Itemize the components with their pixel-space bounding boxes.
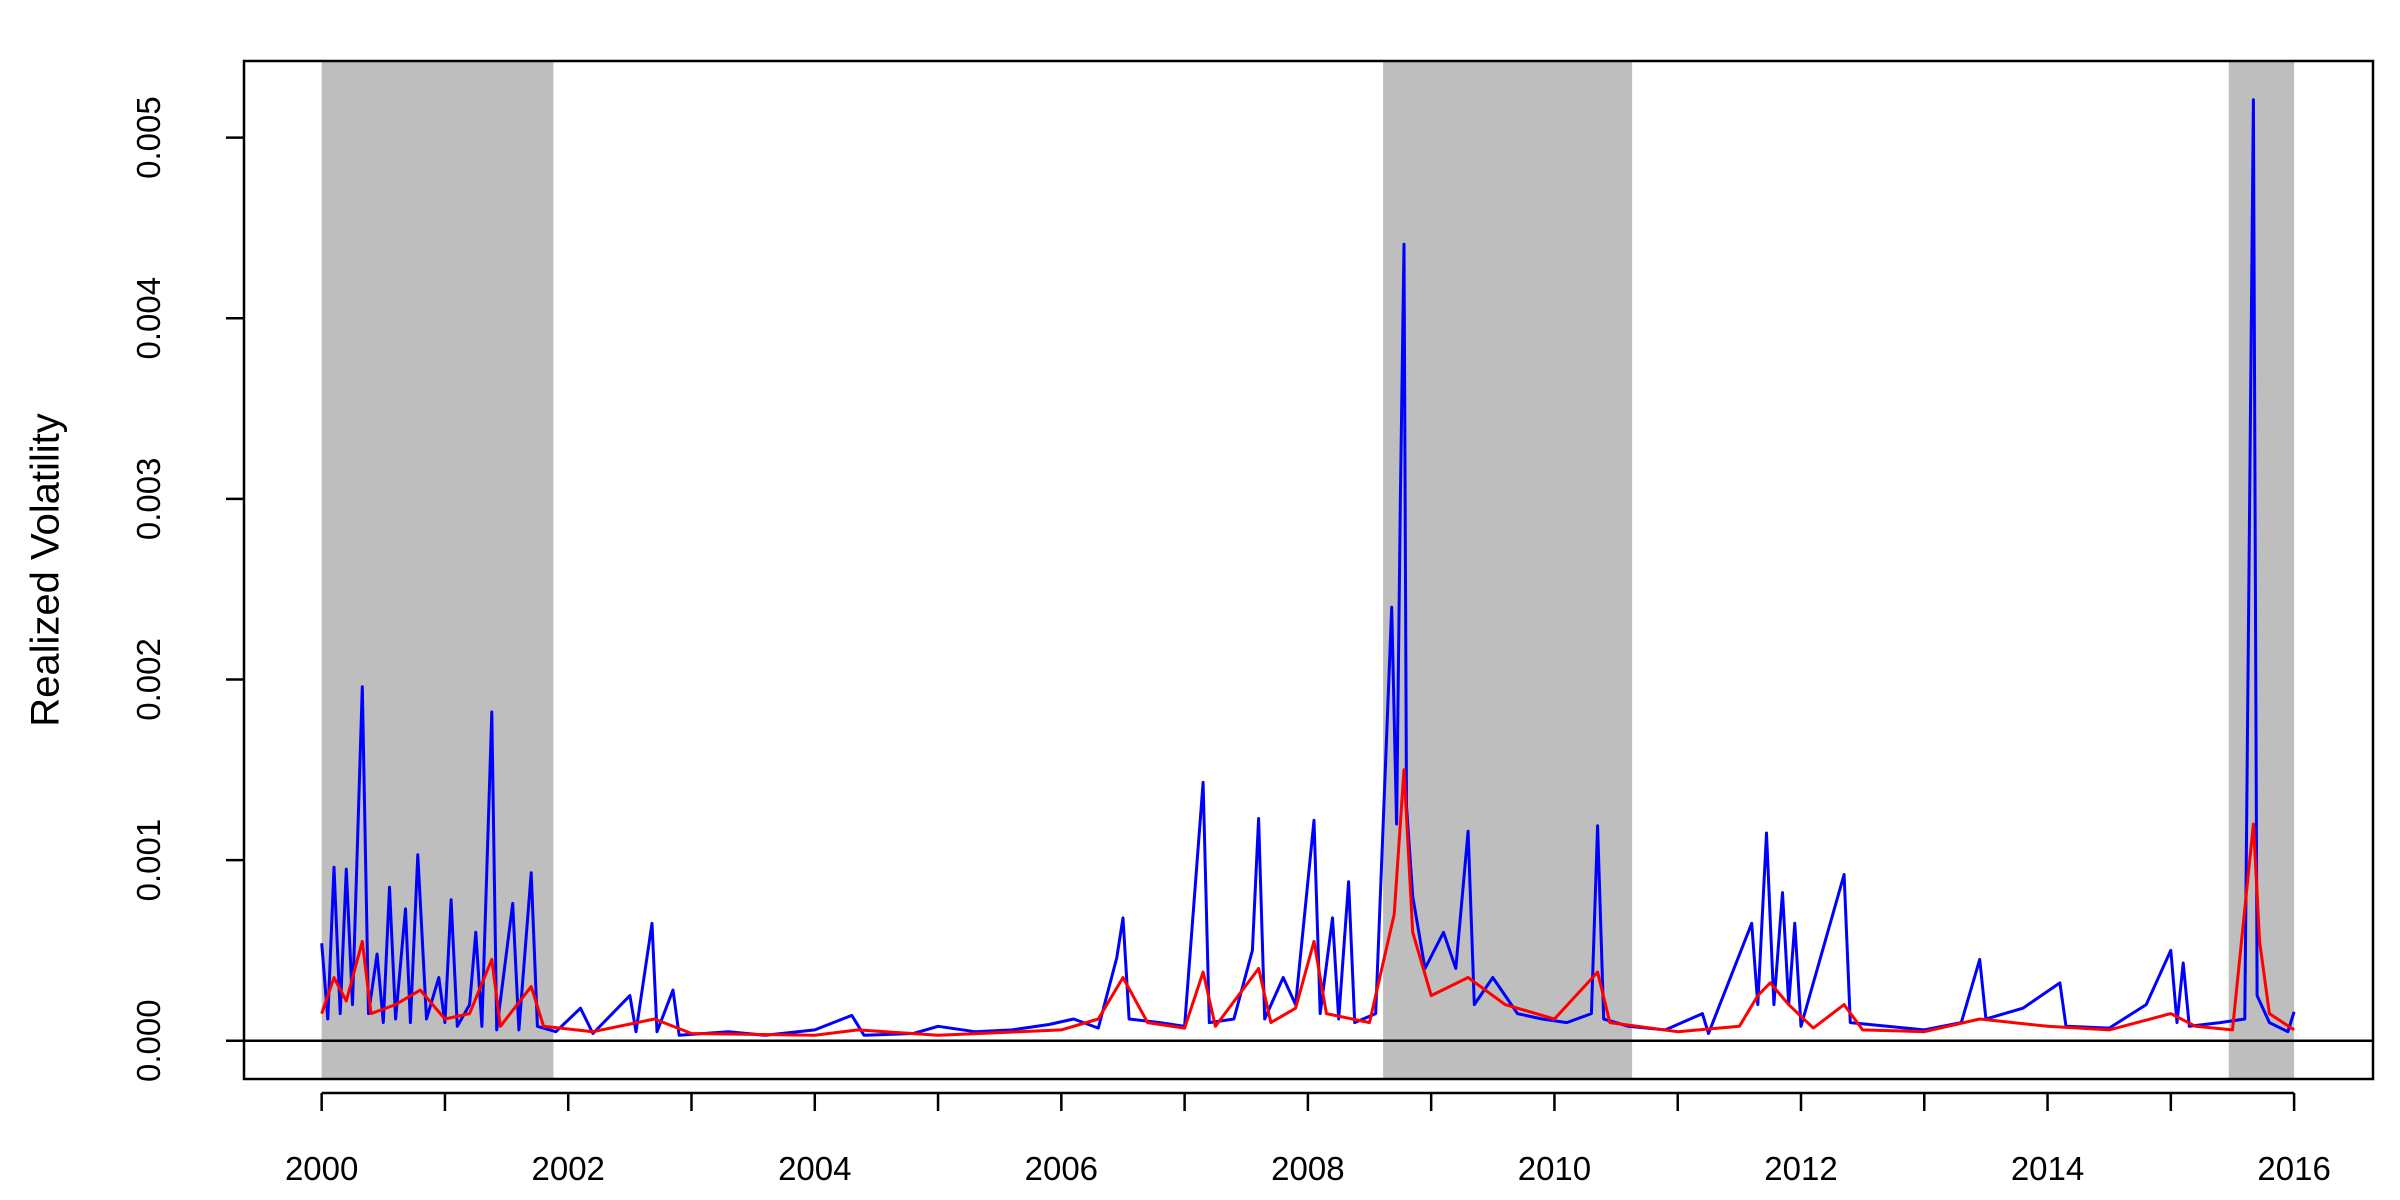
x-tick-label: 2004 [778,1150,851,1187]
y-tick-label: 0.000 [130,999,167,1082]
plot-box [242,59,2375,1081]
y-tick-label: 0.005 [130,96,167,179]
y-tick-label: 0.001 [130,819,167,902]
x-tick-label: 2010 [1518,1150,1591,1187]
series-line [320,768,2295,1037]
y-tick-label: 0.002 [130,638,167,721]
x-tick-label: 2000 [285,1150,358,1187]
shaded-range [2228,61,2295,1079]
y-tick-label: 0.003 [130,458,167,541]
x-tick-label: 2002 [532,1150,605,1187]
shaded-range [321,61,554,1079]
series-line [320,98,2296,1037]
x-tick-label: 2014 [2011,1150,2084,1187]
x-tick-label: 2016 [2257,1150,2330,1187]
y-axis-label: Realized Volatility [24,413,68,727]
x-tick-label: 2008 [1271,1150,1344,1187]
y-tick-label: 0.004 [130,277,167,360]
x-tick-label: 2012 [1764,1150,1837,1187]
shaded-range [1383,61,1633,1079]
x-tick-label: 2006 [1025,1150,1098,1187]
